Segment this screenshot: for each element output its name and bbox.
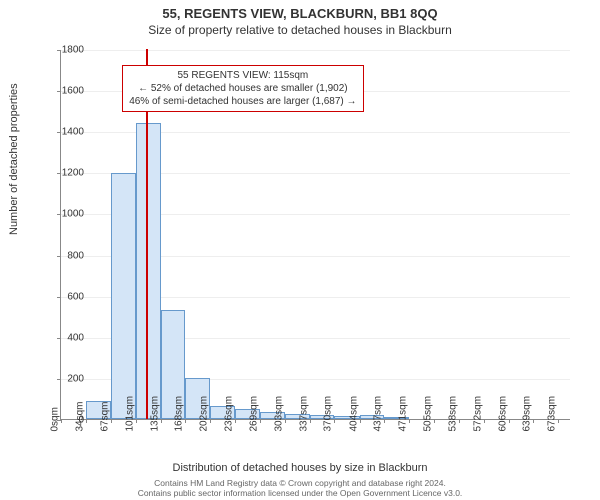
ytick-label: 600 [44,291,84,302]
xtick-mark [285,419,286,423]
annotation-line2: ← 52% of detached houses are smaller (1,… [129,82,356,95]
xtick-mark [161,419,162,423]
ytick-label: 1000 [44,209,84,220]
histogram-bar [111,173,136,419]
xtick-mark [260,419,261,423]
xtick-mark [360,419,361,423]
annotation-line3: 46% of semi-detached houses are larger (… [129,95,356,108]
gridline-h [61,50,570,51]
ytick-label: 1200 [44,168,84,179]
title-line2: Size of property relative to detached ho… [0,23,600,37]
annotation-box: 55 REGENTS VIEW: 115sqm← 52% of detached… [122,65,363,112]
ytick-label: 1400 [44,127,84,138]
x-axis-label: Distribution of detached houses by size … [0,462,600,474]
xtick-mark [459,419,460,423]
xtick-mark [509,419,510,423]
y-axis-label: Number of detached properties [8,83,20,235]
plot-region: 55 REGENTS VIEW: 115sqm← 52% of detached… [60,50,570,420]
xtick-mark [434,419,435,423]
ytick-label: 1600 [44,86,84,97]
xtick-mark [86,419,87,423]
xtick-mark [409,419,410,423]
xtick-mark [558,419,559,423]
xtick-mark [210,419,211,423]
xtick-mark [235,419,236,423]
xtick-mark [484,419,485,423]
xtick-mark [136,419,137,423]
ytick-label: 400 [44,332,84,343]
attribution-line1: Contains HM Land Registry data © Crown c… [0,478,600,488]
xtick-mark [384,419,385,423]
title-line1: 55, REGENTS VIEW, BLACKBURN, BB1 8QQ [0,6,600,21]
ytick-label: 800 [44,250,84,261]
ytick-label: 1800 [44,45,84,56]
histogram-bar [136,123,161,419]
ytick-label: 200 [44,373,84,384]
xtick-mark [111,419,112,423]
xtick-mark [533,419,534,423]
attribution-block: Contains HM Land Registry data © Crown c… [0,478,600,498]
chart-title-block: 55, REGENTS VIEW, BLACKBURN, BB1 8QQ Siz… [0,0,600,37]
chart-area: 55 REGENTS VIEW: 115sqm← 52% of detached… [60,50,570,420]
xtick-mark [185,419,186,423]
attribution-line2: Contains public sector information licen… [0,488,600,498]
xtick-mark [310,419,311,423]
xtick-mark [334,419,335,423]
annotation-line1: 55 REGENTS VIEW: 115sqm [129,69,356,82]
